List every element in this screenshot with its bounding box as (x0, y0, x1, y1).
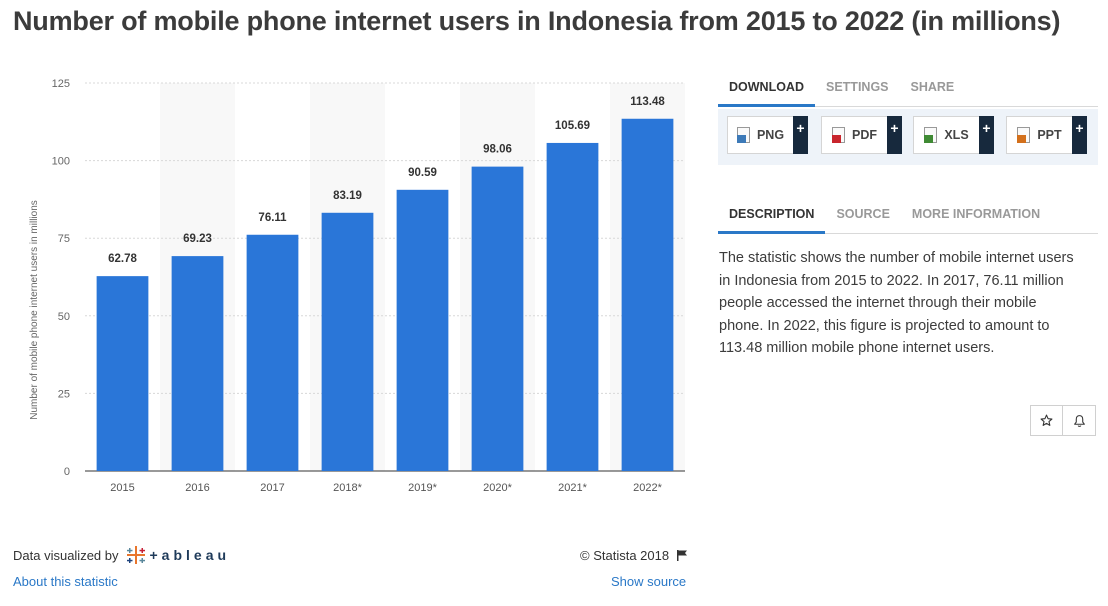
bar-value-label: 98.06 (483, 144, 512, 156)
page-title: Number of mobile phone internet users in… (13, 6, 1061, 36)
x-tick-label: 2019* (408, 482, 437, 494)
bar-chart: 0 25 50 75 100 125 62.78 69.23 76.11 83.19 90.59 9… (29, 78, 685, 494)
pdf-file-icon (832, 127, 845, 143)
y-tick-label: 25 (58, 388, 70, 400)
flag-icon (676, 550, 687, 561)
bar[interactable] (621, 118, 674, 471)
action-buttons (1030, 405, 1096, 436)
bar[interactable] (246, 234, 299, 471)
download-png-label: PNG (756, 128, 785, 142)
download-panel: PNG + PDF + XLS + PPT + (718, 109, 1098, 165)
bar-value-label: 105.69 (555, 120, 590, 132)
bar[interactable] (471, 166, 524, 471)
x-tick-label: 2020* (483, 482, 512, 494)
favorite-button[interactable] (1030, 405, 1063, 436)
ppt-file-icon (1017, 127, 1031, 143)
x-tick-label: 2022* (633, 482, 662, 494)
download-pdf-label: PDF (852, 128, 877, 142)
x-tick-label: 2018* (333, 482, 362, 494)
x-tick-label: 2021* (558, 482, 587, 494)
info-tabs: DESCRIPTION SOURCE MORE INFORMATION (718, 199, 1098, 234)
y-tick-label: 50 (58, 311, 70, 323)
tab-source[interactable]: SOURCE (836, 207, 890, 221)
notification-button[interactable] (1063, 405, 1096, 436)
tableau-cross-icon (126, 546, 145, 564)
visualized-by-text: Data visualized by (13, 547, 119, 563)
tableau-wordmark: +ableau (149, 547, 231, 563)
y-axis-label: Number of mobile phone internet users in… (29, 200, 40, 420)
png-plus-icon[interactable]: + (793, 116, 808, 154)
copyright-text: © Statista 2018 (580, 548, 670, 563)
ppt-plus-icon[interactable]: + (1072, 116, 1087, 154)
data-visualized-by: Data visualized by +ableau (13, 544, 230, 566)
xls-plus-icon[interactable]: + (979, 116, 994, 154)
bar[interactable] (546, 142, 599, 471)
bell-icon (1073, 414, 1085, 427)
download-pdf-button[interactable]: PDF + (821, 116, 902, 154)
tab-more-information[interactable]: MORE INFORMATION (911, 207, 1041, 221)
download-tabs: DOWNLOAD SETTINGS SHARE (718, 72, 1098, 107)
about-statistic-link[interactable]: About this statistic (13, 574, 118, 589)
png-file-icon (736, 127, 750, 143)
bar[interactable] (171, 256, 224, 471)
y-tick-label: 125 (52, 78, 70, 90)
download-xls-label: XLS (944, 128, 969, 142)
bar-value-label: 69.23 (183, 233, 212, 245)
bar[interactable] (96, 276, 149, 471)
show-source-link[interactable]: Show source (611, 574, 687, 589)
star-icon (1040, 414, 1053, 426)
description-text: The statistic shows the number of mobile… (719, 250, 1074, 357)
bar[interactable] (321, 212, 374, 471)
tab-description[interactable]: DESCRIPTION (718, 199, 826, 234)
download-xls-button[interactable]: XLS + (913, 116, 994, 154)
tab-settings[interactable]: SETTINGS (826, 80, 889, 94)
y-tick-label: 100 (52, 156, 70, 168)
bar-value-label: 83.19 (333, 190, 362, 202)
xls-file-icon (924, 127, 938, 143)
tab-share[interactable]: SHARE (910, 80, 955, 94)
tableau-logo[interactable]: +ableau (125, 544, 231, 566)
download-ppt-button[interactable]: PPT + (1006, 116, 1087, 154)
bar-value-label: 62.78 (108, 253, 137, 265)
bar-value-label: 90.59 (408, 167, 437, 179)
copyright: © Statista 2018 (580, 548, 688, 563)
y-tick-label: 75 (58, 233, 70, 245)
download-png-button[interactable]: PNG + (727, 116, 808, 154)
tab-download[interactable]: DOWNLOAD (718, 72, 815, 107)
bar-value-label: 113.48 (630, 96, 665, 108)
bar-value-label: 76.11 (258, 212, 287, 224)
x-tick-label: 2016 (185, 482, 209, 494)
pdf-plus-icon[interactable]: + (887, 116, 902, 154)
bar[interactable] (396, 189, 449, 471)
x-tick-label: 2017 (260, 482, 284, 494)
x-tick-label: 2015 (110, 482, 134, 494)
download-ppt-label: PPT (1037, 128, 1062, 142)
y-tick-label: 0 (64, 466, 70, 478)
